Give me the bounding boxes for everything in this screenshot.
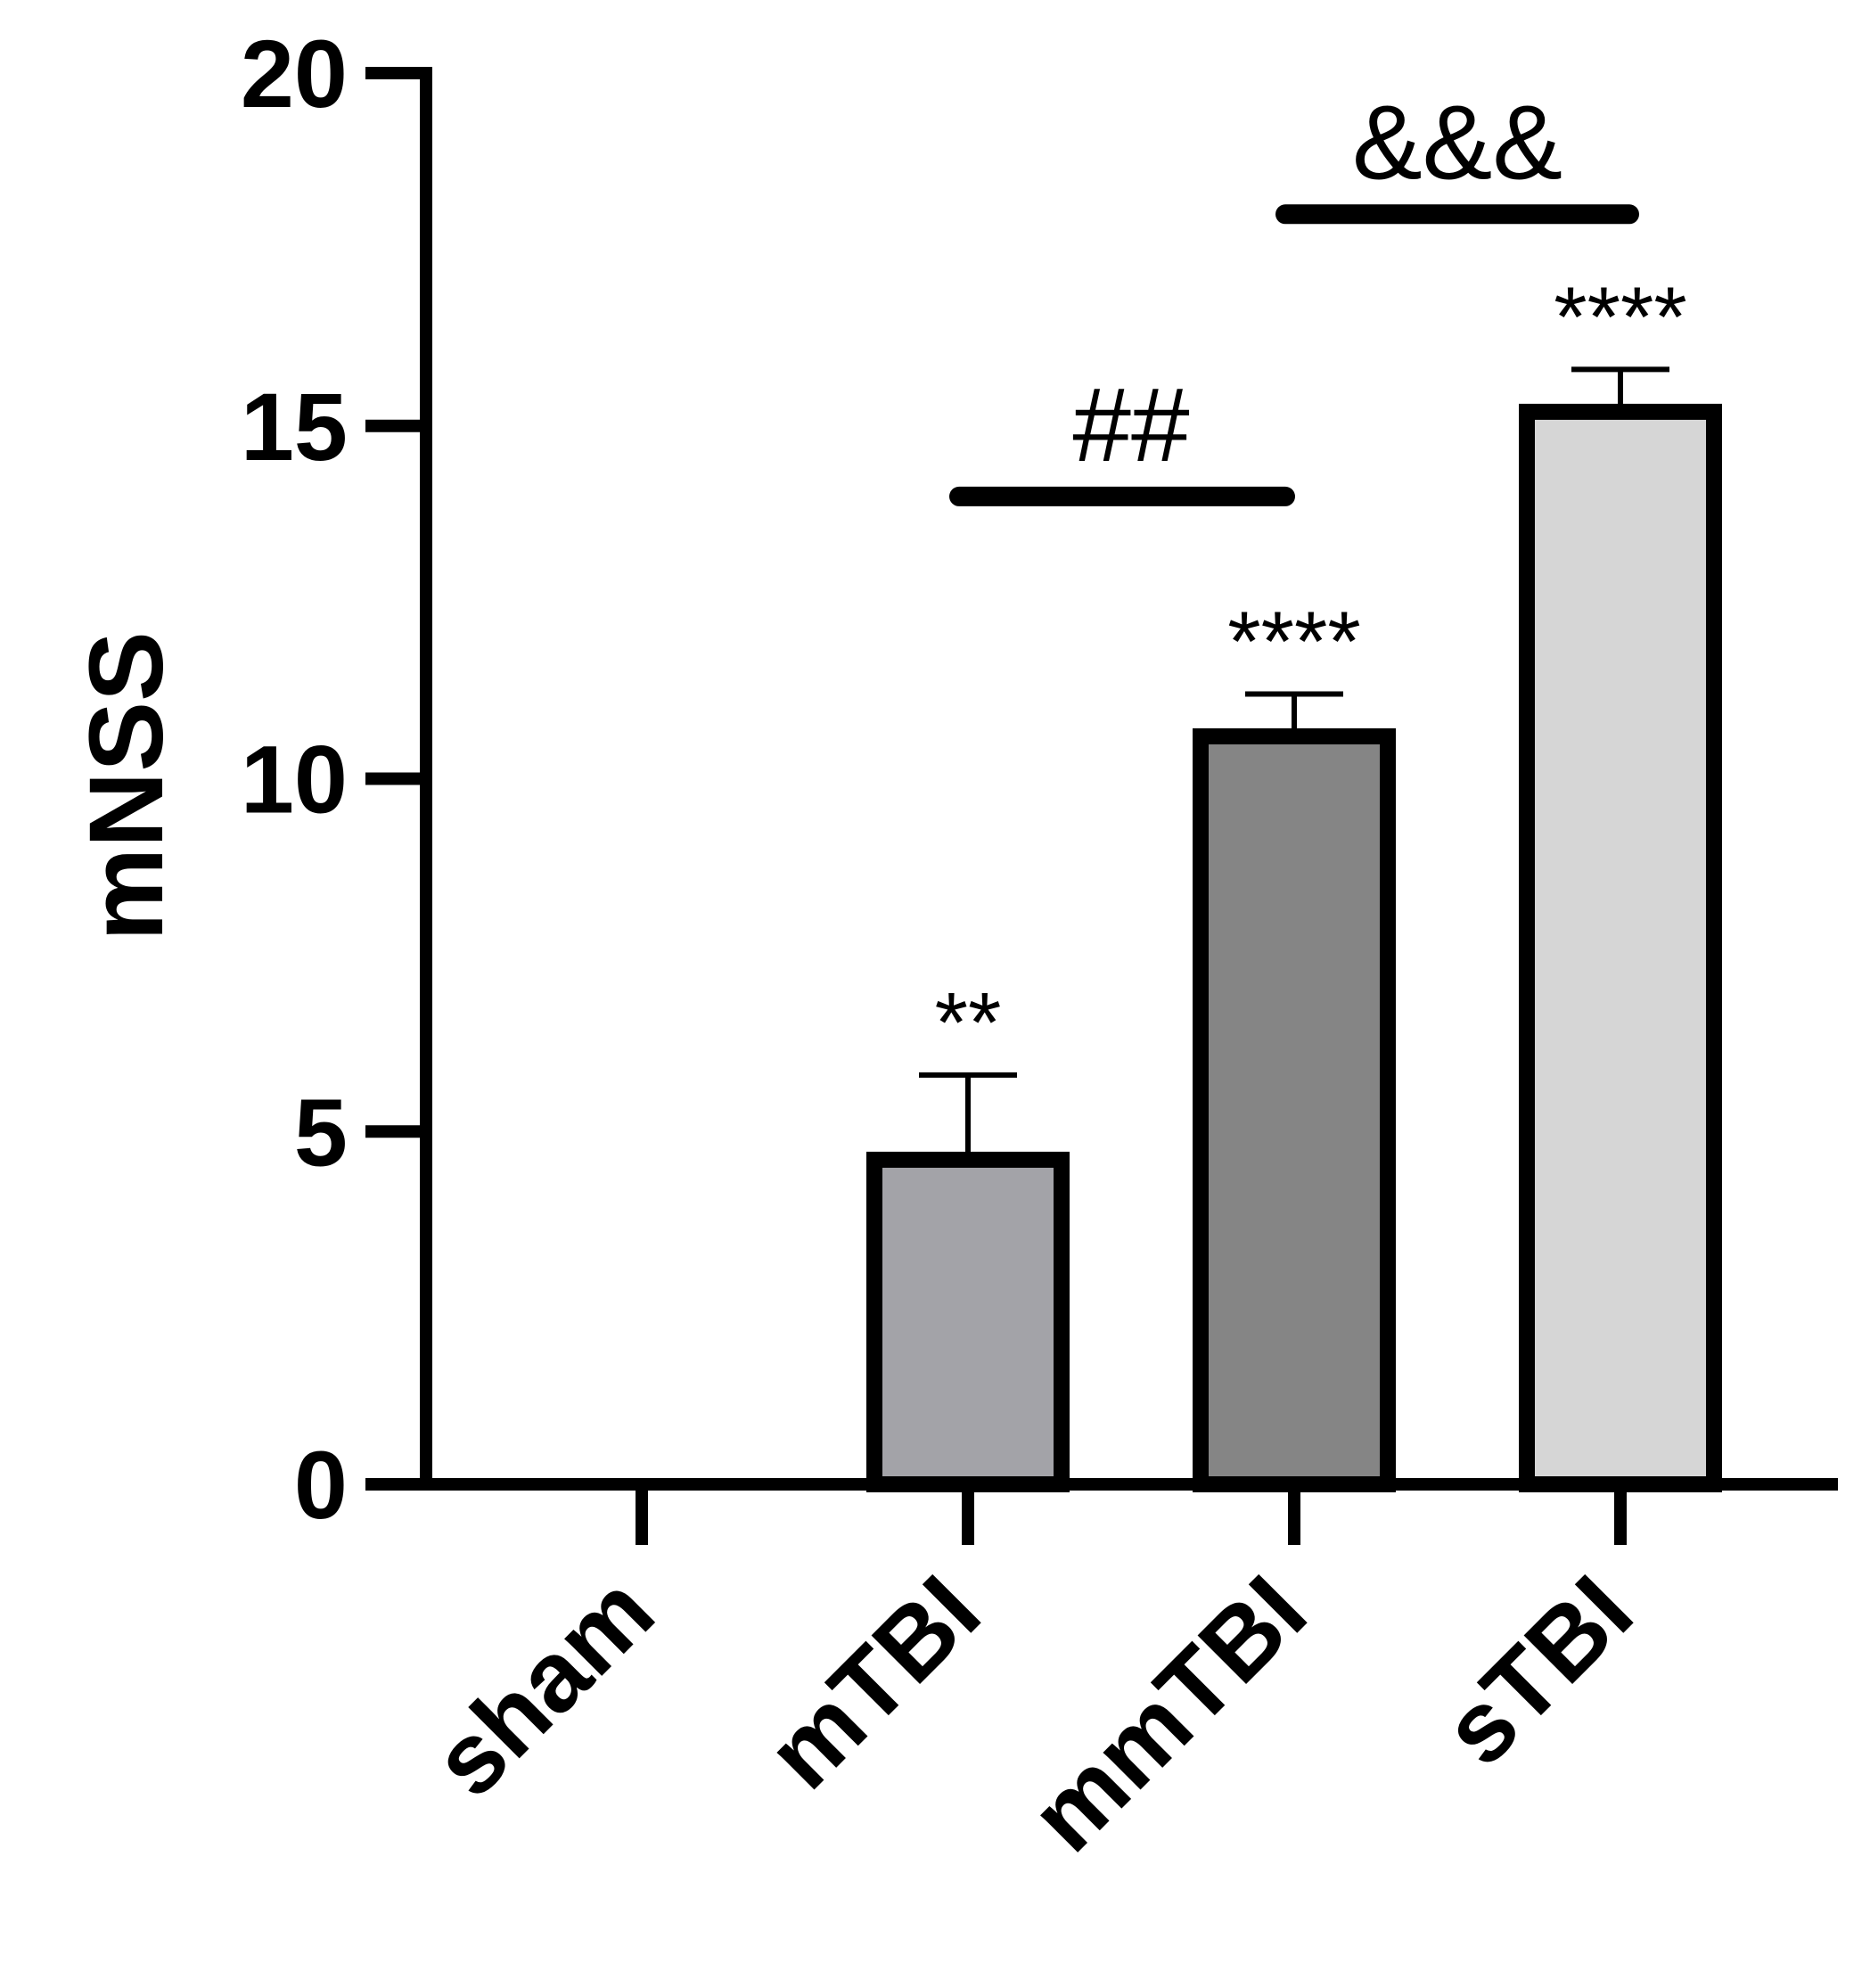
labels: sham ** mTBI **** mmTBI **** sTBI ## &&& [412, 84, 1687, 1872]
axes: 0 5 10 15 20 [241, 20, 1838, 1545]
significance-label: **** [1554, 269, 1686, 365]
bar-mmtbi [1193, 728, 1396, 1492]
x-category-label: mTBI [746, 1555, 1001, 1810]
comparison-label: &&& [1352, 84, 1562, 201]
y-tick-label: 15 [241, 373, 348, 481]
y-tick-label: 20 [241, 20, 348, 127]
significance-label: **** [1227, 595, 1360, 690]
bar-stbi [1519, 403, 1722, 1492]
comparison-label: ## [1072, 366, 1190, 484]
bars [866, 366, 1722, 1493]
y-tick-label: 10 [241, 726, 348, 834]
significance-label: ** [935, 975, 1002, 1071]
y-tick-label: 5 [294, 1078, 348, 1186]
x-category-label: sham [412, 1555, 675, 1818]
x-category-label: sTBI [1422, 1555, 1653, 1787]
y-tick-label: 0 [294, 1431, 348, 1539]
x-category-label: mmTBI [1009, 1555, 1327, 1873]
y-axis-title: mNSS [68, 631, 185, 941]
bar-mtbi [866, 1151, 1070, 1493]
